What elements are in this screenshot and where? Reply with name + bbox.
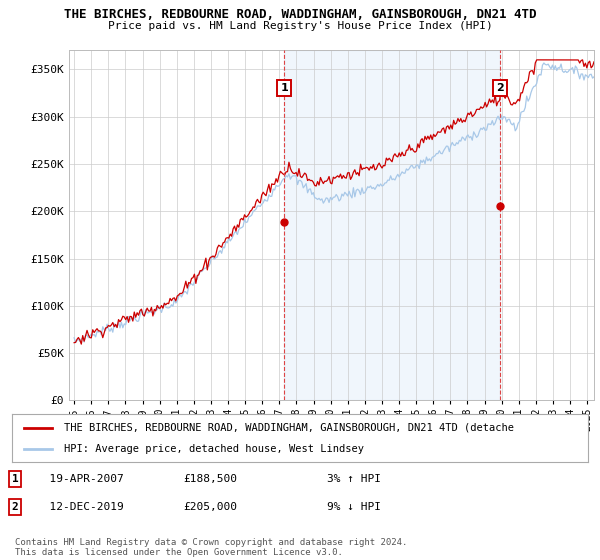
Text: 2: 2	[496, 83, 504, 93]
Text: THE BIRCHES, REDBOURNE ROAD, WADDINGHAM, GAINSBOROUGH, DN21 4TD (detache: THE BIRCHES, REDBOURNE ROAD, WADDINGHAM,…	[64, 423, 514, 433]
Text: 19-APR-2007: 19-APR-2007	[36, 474, 124, 484]
Text: 12-DEC-2019: 12-DEC-2019	[36, 502, 124, 512]
Text: HPI: Average price, detached house, West Lindsey: HPI: Average price, detached house, West…	[64, 444, 364, 454]
Text: £188,500: £188,500	[183, 474, 237, 484]
Text: Price paid vs. HM Land Registry's House Price Index (HPI): Price paid vs. HM Land Registry's House …	[107, 21, 493, 31]
Bar	[284, 50, 500, 400]
Text: 9% ↓ HPI: 9% ↓ HPI	[327, 502, 381, 512]
Text: 2: 2	[11, 502, 19, 512]
Text: 3% ↑ HPI: 3% ↑ HPI	[327, 474, 381, 484]
Text: Contains HM Land Registry data © Crown copyright and database right 2024.
This d: Contains HM Land Registry data © Crown c…	[15, 538, 407, 557]
Text: £205,000: £205,000	[183, 502, 237, 512]
Text: THE BIRCHES, REDBOURNE ROAD, WADDINGHAM, GAINSBOROUGH, DN21 4TD: THE BIRCHES, REDBOURNE ROAD, WADDINGHAM,…	[64, 8, 536, 21]
Text: 1: 1	[281, 83, 289, 93]
Text: 1: 1	[11, 474, 19, 484]
